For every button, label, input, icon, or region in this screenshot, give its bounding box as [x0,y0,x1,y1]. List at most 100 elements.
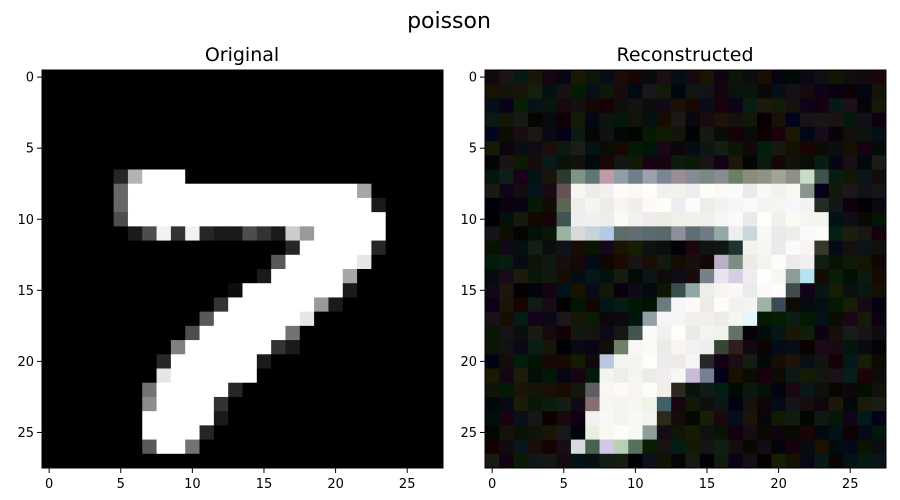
pixel-cell [428,141,444,156]
pixel-cell [556,98,572,114]
pixel-cell [699,112,715,128]
pixel-cell [385,240,401,256]
pixel-cell [785,226,801,241]
pixel-cell [585,411,600,426]
pixel-cell [170,141,186,156]
pixel-cell [428,98,444,114]
pixel-cell [527,354,543,369]
original-axes-frame [41,69,444,469]
pixel-cell [185,425,200,440]
pixel-cell [656,396,672,412]
pixel-cell [771,411,787,426]
pixel-cell [185,155,200,170]
pixel-cell [613,126,629,142]
pixel-cell [213,396,229,412]
pixel-cell [785,311,801,327]
pixel-cell [656,84,672,99]
pixel-cell [142,411,157,426]
pixel-cell [599,354,615,369]
pixel-cell [142,126,157,142]
pixel-cell [156,226,172,241]
pixel-cell [113,382,129,398]
pixel-cell [843,311,858,327]
pixel-cell [857,169,873,185]
pixel-cell [400,297,415,313]
pixel-cell [228,254,243,270]
pixel-cell [99,439,115,455]
pixel-cell [70,453,86,469]
pixel-cell [599,70,615,85]
pixel-cell [828,98,844,114]
pixel-cell [857,98,873,114]
pixel-cell [56,112,72,128]
pixel-cell [671,269,686,284]
pixel-cell [414,212,430,227]
pixel-cell [99,212,115,227]
pixel-cell [414,283,430,298]
pixel-cell [314,368,329,384]
pixel-cell [127,382,143,398]
pixel-cell [428,425,444,440]
pixel-cell [585,70,600,85]
pixel-cell [742,453,758,469]
pixel-cell [371,340,387,355]
pixel-cell [142,183,157,199]
pixel-cell [613,325,629,341]
pixel-cell [414,340,430,355]
pixel-cell [400,155,415,170]
pixel-cell [170,212,186,227]
pixel-cell [371,226,387,241]
pixel-cell [499,70,515,85]
pixel-cell [542,240,558,256]
pixel-cell [671,155,686,170]
pixel-cell [527,297,543,313]
pixel-cell [170,112,186,128]
pixel-cell [613,283,629,298]
pixel-cell [213,283,229,298]
pixel-cell [556,112,572,128]
pixel-cell [585,141,600,156]
pixel-cell [271,283,286,298]
pixel-cell [328,411,344,426]
pixel-cell [785,269,801,284]
pixel-cell [585,340,600,355]
pixel-cell [299,325,315,341]
pixel-cell [42,396,57,412]
pixel-cell [385,197,401,213]
pixel-cell [857,439,873,455]
pixel-cell [328,396,344,412]
pixel-cell [542,169,558,185]
pixel-cell [613,396,629,412]
pixel-cell [527,425,543,440]
pixel-cell [628,141,643,156]
pixel-cell [585,439,600,455]
pixel-cell [857,226,873,241]
pixel-cell [685,254,701,270]
pixel-cell [499,425,515,440]
pixel-cell [127,283,143,298]
pixel-cell [785,425,801,440]
pixel-cell [556,155,572,170]
pixel-cell [642,340,658,355]
pixel-cell [213,226,229,241]
pixel-cell [542,84,558,99]
pixel-cell [513,396,529,412]
pixel-cell [242,183,258,199]
pixel-cell [628,453,643,469]
pixel-cell [613,439,629,455]
pixel-cell [814,126,830,142]
pixel-cell [199,311,215,327]
pixel-cell [656,126,672,142]
pixel-cell [156,382,172,398]
pixel-cell [156,354,172,369]
pixel-cell [328,169,344,185]
pixel-cell [271,155,286,170]
pixel-cell [585,311,600,327]
pixel-cell [385,226,401,241]
pixel-cell [256,368,272,384]
pixel-cell [127,453,143,469]
pixel-cell [84,141,100,156]
pixel-cell [314,126,329,142]
pixel-cell [757,212,772,227]
pixel-cell [414,382,430,398]
